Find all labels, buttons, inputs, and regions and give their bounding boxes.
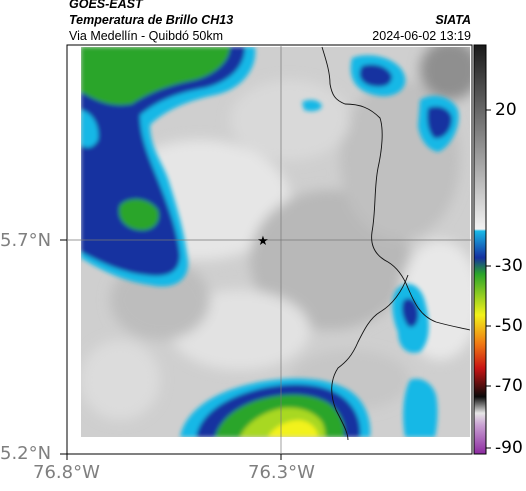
satellite-image — [81, 47, 470, 437]
region-subtitle: Via Medellín - Quibdó 50km — [69, 29, 224, 43]
colorbar-label: -90 — [495, 438, 523, 458]
colorbar — [473, 44, 487, 455]
org-label: SIATA — [435, 13, 471, 27]
border-line — [321, 46, 471, 331]
lat-tick-label: 5.2°N — [0, 443, 52, 464]
satellite-title: GOES-EAST — [69, 0, 143, 11]
colorbar-label: -30 — [495, 256, 523, 276]
colorbar-label: -70 — [495, 376, 523, 396]
lat-tick-label: 5.7°N — [0, 230, 52, 251]
colorbar-label: -50 — [495, 316, 523, 336]
lon-tick-label: 76.8°W — [33, 462, 100, 483]
star-icon: ★ — [257, 234, 269, 249]
timestamp: 2024-06-02 13:19 — [372, 29, 471, 43]
border-line-south — [331, 274, 409, 441]
lon-tick-label: 76.3°W — [248, 462, 315, 483]
product-title: Temperatura de Brillo CH13 — [69, 13, 234, 27]
colorbar-label: 20 — [495, 100, 517, 120]
